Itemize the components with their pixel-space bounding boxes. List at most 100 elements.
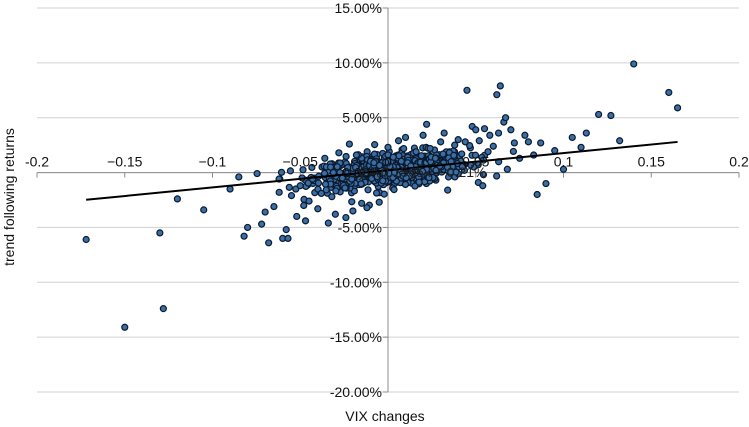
- y-tick-label-6: -15.00%: [330, 329, 382, 345]
- data-point: [607, 111, 615, 120]
- data-point: [379, 177, 387, 185]
- data-point: [432, 166, 440, 174]
- data-point: [300, 201, 308, 210]
- data-point: [357, 180, 365, 188]
- data-point: [537, 139, 545, 147]
- data-point: [665, 88, 673, 97]
- data-point: [542, 179, 550, 188]
- data-point: [401, 133, 410, 142]
- data-point: [375, 198, 383, 206]
- data-point: [328, 193, 336, 201]
- data-point: [417, 152, 426, 160]
- x-tick-label-7: 0.15: [638, 154, 665, 170]
- data-point: [415, 178, 423, 186]
- x-tick-label-8: 0.2: [729, 154, 749, 170]
- data-point: [493, 172, 501, 180]
- data-point: [440, 129, 448, 137]
- data-point: [503, 165, 511, 173]
- data-point: [451, 141, 459, 149]
- y-tick-label-1: 10.00%: [335, 55, 382, 71]
- x-tick-label-5: 0.05: [462, 154, 489, 170]
- data-point: [304, 179, 312, 187]
- data-point: [423, 120, 431, 128]
- data-point: [463, 86, 471, 94]
- data-point: [321, 154, 329, 162]
- data-point: [431, 154, 439, 162]
- data-point: [372, 189, 381, 197]
- data-point: [286, 167, 295, 175]
- data-point: [616, 137, 624, 145]
- data-point: [486, 131, 494, 139]
- data-point: [444, 186, 452, 194]
- x-tick-label-2: −0.1: [199, 154, 227, 170]
- tick-labels: -0.2 −0.15 −0.1 −0.05 0 0.05 0.1 0.15 0.2 15.00% 1…: [25, 0, 749, 400]
- data-point: [317, 189, 325, 198]
- data-point: [333, 163, 341, 171]
- data-point: [332, 187, 340, 195]
- data-point: [493, 91, 501, 99]
- data-point: [284, 234, 292, 242]
- data-point: [524, 138, 533, 146]
- data-point: [349, 207, 357, 215]
- data-point: [479, 182, 487, 190]
- data-point: [277, 168, 286, 176]
- data-point: [419, 167, 427, 176]
- data-point: [265, 239, 273, 247]
- data-point: [275, 188, 283, 196]
- data-point: [335, 149, 343, 157]
- data-point: [501, 114, 510, 122]
- data-point: [348, 198, 356, 206]
- data-point: [507, 126, 515, 134]
- data-point: [244, 223, 252, 232]
- data-point: [439, 150, 447, 158]
- data-point: [345, 140, 353, 148]
- data-point: [331, 210, 339, 218]
- data-point: [402, 174, 410, 182]
- data-point: [401, 180, 410, 189]
- data-point: [314, 205, 322, 213]
- data-point: [341, 184, 349, 192]
- data-point: [305, 197, 313, 205]
- data-point: [301, 217, 310, 225]
- linear-trendline: [86, 140, 678, 201]
- data-point: [673, 104, 682, 112]
- data-point: [156, 229, 164, 237]
- data-point: [296, 182, 304, 190]
- data-point: [437, 138, 445, 146]
- data-point: [489, 142, 497, 150]
- y-tick-label-2: 5.00%: [342, 110, 382, 126]
- data-point: [479, 171, 488, 179]
- data-point: [261, 208, 269, 216]
- data-point: [475, 137, 483, 145]
- data-point: [384, 143, 392, 151]
- data-point: [382, 158, 390, 166]
- data-point: [450, 151, 458, 159]
- data-point: [480, 125, 489, 133]
- data-point: [375, 161, 384, 170]
- data-point: [82, 235, 90, 244]
- y-axis-title: trend following returns: [1, 128, 17, 266]
- data-point: [240, 232, 248, 240]
- y-tick-label-3: 0.00%: [342, 165, 382, 181]
- data-point: [287, 192, 296, 200]
- data-point: [358, 199, 366, 207]
- data-point: [270, 202, 278, 211]
- data-point: [314, 179, 323, 187]
- data-point: [559, 165, 568, 173]
- data-point: [454, 136, 462, 144]
- data-point: [364, 186, 372, 194]
- data-point: [594, 110, 603, 119]
- x-tick-label-0: -0.2: [25, 154, 49, 170]
- data-point: [380, 190, 388, 198]
- data-point: [426, 144, 434, 153]
- data-point: [630, 60, 638, 68]
- data-point: [373, 173, 381, 181]
- data-point: [458, 150, 466, 158]
- data-point: [466, 141, 474, 150]
- data-point: [496, 82, 504, 90]
- y-tick-label-5: -10.00%: [330, 274, 382, 290]
- data-point: [121, 323, 129, 331]
- x-axis-title: VIX changes: [345, 408, 424, 424]
